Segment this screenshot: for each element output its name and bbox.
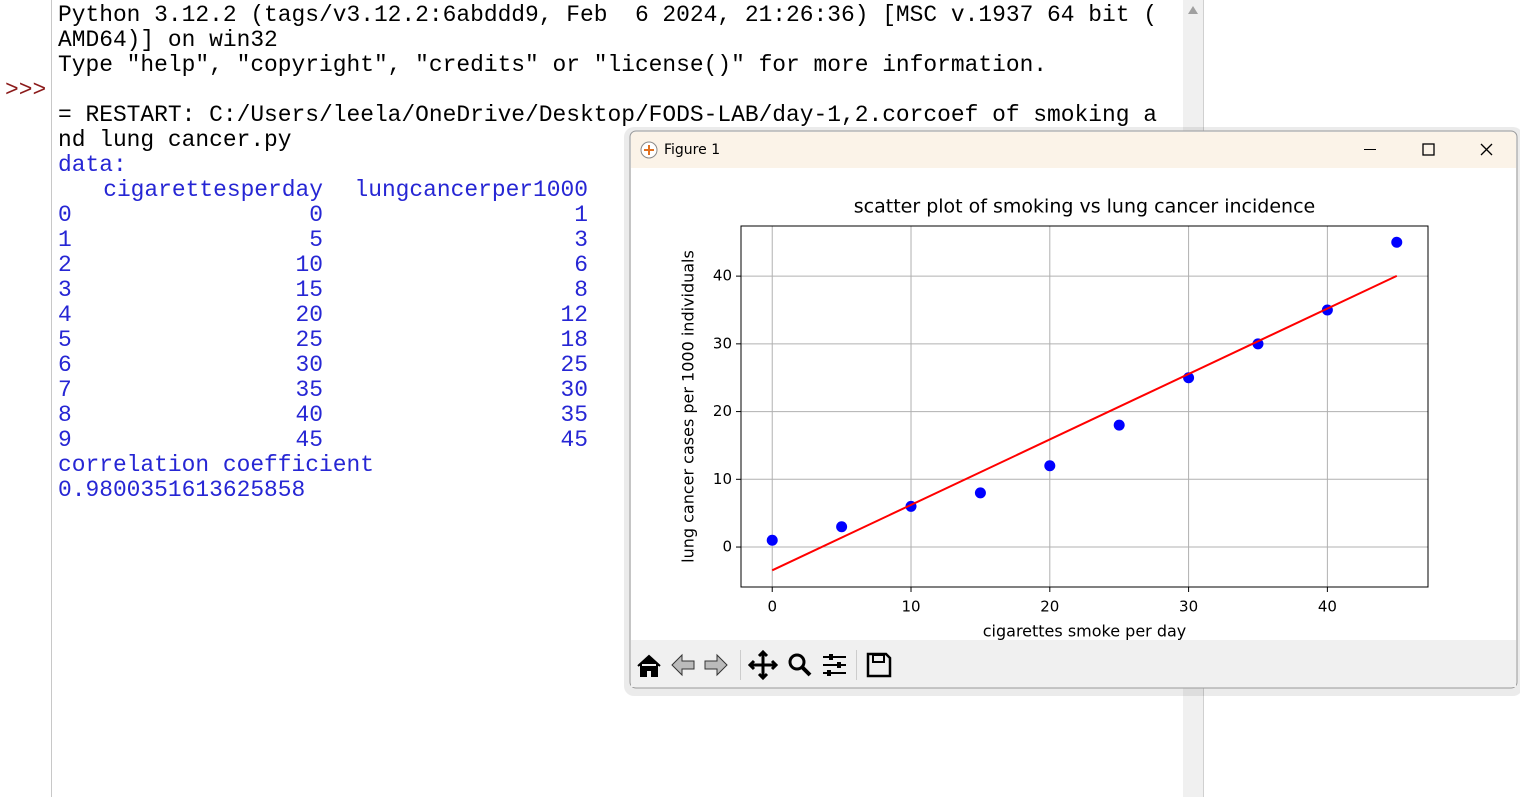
window-title: Figure 1 <box>664 142 720 158</box>
table-cell: 30 <box>296 352 323 378</box>
scatter-point <box>1113 419 1125 431</box>
y-tick-label: 20 <box>713 402 732 420</box>
home-button[interactable] <box>637 654 661 677</box>
zoom-button[interactable] <box>788 653 806 671</box>
table-header: lungcancerper1000 <box>354 177 588 203</box>
maximize-button[interactable] <box>1422 143 1435 156</box>
title-bar <box>631 132 1516 168</box>
pan-button[interactable] <box>747 649 779 681</box>
y-tick-label: 30 <box>713 334 732 352</box>
x-tick-label: 0 <box>767 598 777 616</box>
scroll-up-arrow[interactable] <box>1188 6 1198 14</box>
table-cell: 25 <box>561 352 588 378</box>
y-tick-label: 0 <box>722 538 732 556</box>
output-corr-label: correlation coefficient <box>58 452 374 478</box>
table-cell: 45 <box>561 427 588 453</box>
scatter-point <box>1044 460 1056 472</box>
table-cell: 45 <box>296 427 323 453</box>
table-cell: 35 <box>561 402 588 428</box>
save-button-label <box>872 654 885 663</box>
scatter-point <box>766 534 778 546</box>
x-tick-label: 20 <box>1040 598 1059 616</box>
table-cell: 25 <box>296 327 323 353</box>
table-index: 1 <box>58 227 72 253</box>
shell-prompt: >>> <box>5 77 46 103</box>
restart-line: nd lung cancer.py <box>58 127 292 153</box>
x-axis-label: cigarettes smoke per day <box>983 622 1187 641</box>
table-cell: 6 <box>574 252 588 278</box>
zoom-button-handle[interactable] <box>800 665 812 677</box>
table-cell: 1 <box>574 202 588 228</box>
banner-line: Type "help", "copyright", "credits" or "… <box>58 52 1047 78</box>
toolbar <box>631 640 1516 687</box>
axes-frame <box>740 225 1429 588</box>
table-cell: 35 <box>296 377 323 403</box>
forward-button[interactable] <box>704 653 728 677</box>
table-cell: 20 <box>296 302 323 328</box>
figure-canvas <box>631 168 1516 640</box>
app-icon-mark <box>644 145 654 155</box>
y-tick-label: 40 <box>713 267 732 285</box>
table-cell: 12 <box>561 302 588 328</box>
banner-line: Python 3.12.2 (tags/v3.12.2:6abddd9, Feb… <box>58 2 1157 28</box>
output-corr-value: 0.9800351613625858 <box>58 477 305 503</box>
plot: scatter plot of smoking vs lung cancer i… <box>679 196 1429 641</box>
close-button[interactable] <box>1480 143 1493 156</box>
table-header: cigarettesperday <box>103 177 323 203</box>
table-cell: 8 <box>574 277 588 303</box>
scatter-point <box>836 521 848 533</box>
table-index: 9 <box>58 427 72 453</box>
table-cell: 0 <box>309 202 323 228</box>
table-cell: 10 <box>296 252 323 278</box>
table-index: 5 <box>58 327 72 353</box>
toolbar-icons <box>637 649 892 681</box>
x-tick-label: 40 <box>1318 598 1337 616</box>
scatter-point <box>974 487 986 499</box>
x-tick-label: 30 <box>1179 598 1198 616</box>
table-cell: 30 <box>561 377 588 403</box>
x-tick-label: 10 <box>901 598 920 616</box>
table-cell: 15 <box>296 277 323 303</box>
configure-button[interactable] <box>823 656 846 674</box>
table-index: 8 <box>58 402 72 428</box>
figure-window: Figure 1 scatter plot of smoking vs lung… <box>624 127 1520 696</box>
configure-knob <box>827 670 831 676</box>
table-index: 6 <box>58 352 72 378</box>
table-cell: 18 <box>561 327 588 353</box>
configure-knob <box>829 654 833 660</box>
table-cell: 3 <box>574 227 588 253</box>
table-index: 3 <box>58 277 72 303</box>
banner-line: AMD64)] on win32 <box>58 27 278 53</box>
table-cell: 5 <box>309 227 323 253</box>
y-axis-label: lung cancer cases per 1000 individuals <box>679 250 698 563</box>
output-data-label: data: <box>58 152 127 178</box>
y-tick-label: 10 <box>713 470 732 488</box>
back-button[interactable] <box>671 653 695 677</box>
shell-text: Python 3.12.2 (tags/v3.12.2:6abddd9, Feb… <box>5 2 1157 503</box>
configure-knob <box>837 662 841 668</box>
table-index: 7 <box>58 377 72 403</box>
table-index: 0 <box>58 202 72 228</box>
table-cell: 40 <box>296 402 323 428</box>
fit-line <box>771 274 1398 572</box>
table-index: 4 <box>58 302 72 328</box>
scatter-point <box>1391 236 1403 248</box>
table-index: 2 <box>58 252 72 278</box>
chart-title: scatter plot of smoking vs lung cancer i… <box>854 196 1315 218</box>
restart-line: = RESTART: C:/Users/leela/OneDrive/Deskt… <box>58 102 1157 128</box>
